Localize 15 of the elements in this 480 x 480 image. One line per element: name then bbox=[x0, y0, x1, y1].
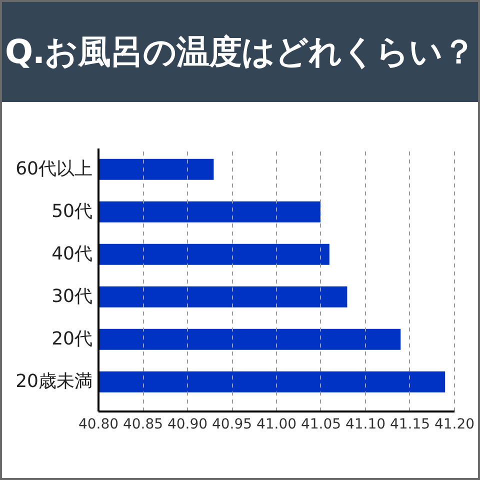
y-tick-label: 40代 bbox=[52, 243, 92, 264]
y-tick-label: 50代 bbox=[52, 200, 92, 222]
x-tick-label: 41.15 bbox=[390, 416, 430, 432]
y-tick-label: 20代 bbox=[52, 328, 92, 350]
x-tick-label: 41.20 bbox=[434, 416, 475, 432]
x-tick-label: 40.80 bbox=[78, 416, 119, 432]
y-tick-label: 20歳未満 bbox=[16, 370, 92, 392]
x-tick-label: 41.05 bbox=[300, 416, 342, 432]
y-tick-label: 60代以上 bbox=[16, 158, 92, 180]
y-tick-label: 30代 bbox=[52, 286, 92, 307]
x-tick-label: 41.10 bbox=[345, 416, 386, 432]
x-tick-label: 41.00 bbox=[256, 416, 297, 432]
x-tick-label: 40.90 bbox=[167, 416, 208, 432]
x-tick-label: 40.85 bbox=[122, 416, 164, 432]
x-tick-label: 40.95 bbox=[212, 416, 252, 432]
